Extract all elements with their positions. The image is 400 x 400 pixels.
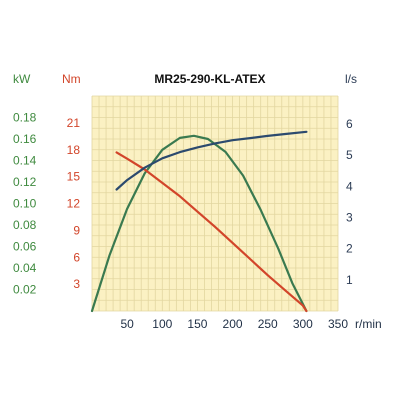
torque-curve bbox=[115, 151, 308, 313]
flow-tick-label: 5 bbox=[346, 148, 353, 162]
flow-curve bbox=[115, 130, 308, 191]
flow-tick-label: 1 bbox=[346, 273, 353, 287]
flow-tick-label: 6 bbox=[346, 117, 353, 131]
power-curve bbox=[90, 134, 308, 313]
x-tick-label: 300 bbox=[293, 317, 313, 331]
flow-tick-label: 3 bbox=[346, 211, 353, 225]
x-tick-label: 350 bbox=[328, 317, 348, 331]
grid bbox=[91, 95, 339, 312]
power-tick-label: 0.12 bbox=[13, 175, 37, 189]
power-tick-label: 0.04 bbox=[13, 261, 37, 275]
power-tick-label: 0.06 bbox=[13, 240, 37, 254]
flow-tick-label: 4 bbox=[346, 179, 353, 193]
power-tick-label: 0.14 bbox=[13, 154, 37, 168]
power-tick-label: 0.10 bbox=[13, 197, 37, 211]
power-tick-label: 0.02 bbox=[13, 283, 37, 297]
torque-tick-label: 9 bbox=[73, 223, 80, 237]
x-tick-label: 250 bbox=[258, 317, 278, 331]
power-tick-label: 0.18 bbox=[13, 111, 37, 125]
x-axis-unit: r/min bbox=[355, 317, 382, 331]
torque-tick-label: 18 bbox=[67, 143, 81, 157]
flow-axis-unit: l/s bbox=[345, 72, 357, 86]
power-tick-label: 0.16 bbox=[13, 132, 37, 146]
torque-tick-label: 6 bbox=[73, 250, 80, 264]
torque-axis-unit: Nm bbox=[62, 72, 81, 86]
x-tick-label: 150 bbox=[187, 317, 207, 331]
x-tick-label: 200 bbox=[223, 317, 243, 331]
flow-tick-label: 2 bbox=[346, 242, 353, 256]
x-tick-label: 50 bbox=[120, 317, 134, 331]
torque-tick-label: 15 bbox=[67, 170, 81, 184]
tick-labels: 0.02 0.04 0.06 0.08 0.10 0.12 0.14 0.16 0.18 3 6 9 1… bbox=[13, 111, 353, 332]
x-tick-label: 100 bbox=[152, 317, 172, 331]
power-axis-unit: kW bbox=[13, 72, 31, 86]
curves bbox=[90, 130, 308, 313]
torque-tick-label: 21 bbox=[67, 116, 81, 130]
power-tick-label: 0.08 bbox=[13, 218, 37, 232]
torque-tick-label: 12 bbox=[67, 197, 81, 211]
torque-tick-label: 3 bbox=[73, 277, 80, 291]
chart-title: MR25-290-KL-ATEX bbox=[154, 72, 265, 86]
